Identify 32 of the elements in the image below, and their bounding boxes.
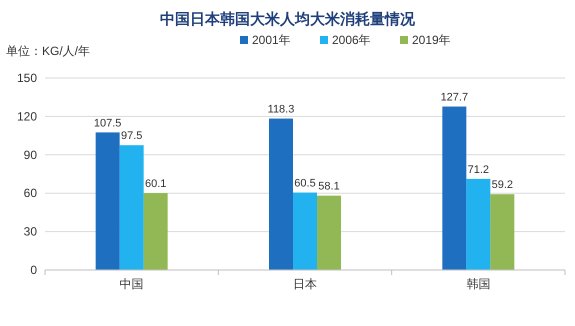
data-label: 118.3 [268,104,294,116]
x-tick-label: 中国 [120,277,144,291]
y-axis-title: 单位：KG/人/年 [6,44,90,58]
y-tick-label: 60 [24,186,38,200]
y-tick-label: 150 [16,71,38,85]
bar [490,194,514,270]
bar [466,178,490,270]
y-tick-label: 120 [16,109,38,124]
x-tick-label: 日本 [293,277,317,291]
data-label: 97.5 [120,130,142,142]
bar [442,106,466,270]
chart-title: 中国日本韩国大米人均大米消耗量情况 [160,11,416,28]
data-label: 71.2 [468,164,490,176]
bar [317,196,341,270]
bar [96,132,120,270]
legend-label: 2019年 [412,33,451,47]
legend-label: 2006年 [332,33,371,47]
y-tick-label: 0 [30,263,38,277]
data-label: 58.1 [318,180,340,193]
y-tick-label: 90 [24,148,38,162]
bar [120,145,144,270]
data-label: 59.2 [492,179,514,192]
bar [144,193,168,270]
legend-label: 2001年 [252,33,291,47]
data-label: 127.7 [440,92,468,104]
bar [293,192,317,270]
x-tick-label: 韩国 [466,277,490,291]
bar [269,118,293,270]
data-label: 60.1 [144,178,166,190]
data-label: 107.5 [94,117,122,130]
data-label: 60.5 [294,178,316,190]
y-tick-label: 30 [24,224,38,239]
